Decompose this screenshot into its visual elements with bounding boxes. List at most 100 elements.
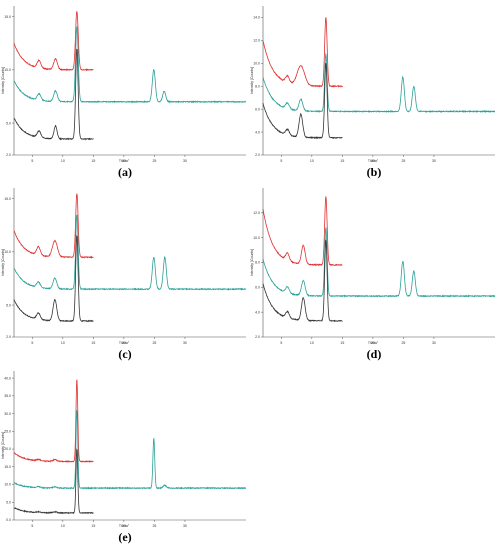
y-axis-label: Intensity [Counts] [1, 67, 5, 94]
y-tick-label: 5.0 [6, 121, 11, 125]
x-tick-label: 15 [91, 159, 95, 163]
x-tick-label: 10 [61, 159, 65, 163]
x-tick-label: 20 [122, 524, 126, 528]
chart-b: 5 10 15 20 25 30 2.0 4.0 6.0 8.0 10.0 12.0 14.0 Theta… [250, 6, 496, 163]
y-tick-label: 35.0 [4, 394, 11, 398]
panel-e: 5 10 15 20 25 30 0.0 5.0 10.0 15.0 20.0 25.0 30.0 35.… [0, 365, 249, 550]
series-line [13, 25, 247, 104]
x-tick-label: 15 [91, 524, 95, 528]
series-line [13, 11, 94, 72]
x-tick-label: 5 [31, 524, 33, 528]
x-tick-label: 10 [61, 341, 65, 345]
series-line [13, 235, 94, 323]
y-tick-label: 10.0 [253, 62, 260, 66]
y-tick-label: 10.0 [4, 483, 11, 487]
x-tick-label: 30 [432, 341, 436, 345]
series-line [262, 196, 343, 267]
y-tick-label: 6.0 [255, 286, 260, 290]
x-tick-label: 10 [61, 524, 65, 528]
y-tick-label: 20.0 [4, 447, 11, 451]
x-tick-label: 30 [183, 341, 187, 345]
chart-c: 5 10 15 20 25 30 2.0 5.0 10.0 15.0 Theta° Intensity… [1, 188, 247, 345]
y-tick-label: 4.0 [255, 130, 260, 134]
y-tick-label: 25.0 [4, 430, 11, 434]
x-tick-label: 30 [183, 159, 187, 163]
y-tick-label: 14.0 [253, 16, 260, 20]
y-tick-label: 2.0 [6, 335, 11, 339]
series-line [262, 63, 343, 140]
x-tick-label: 5 [280, 159, 282, 163]
series-line [262, 52, 496, 114]
y-tick-label: 30.0 [4, 412, 11, 416]
x-tick-label: 25 [401, 159, 405, 163]
y-tick-label: 2.0 [6, 153, 11, 157]
x-tick-label: 20 [371, 341, 375, 345]
y-tick-label: 2.0 [255, 153, 260, 157]
x-tick-label: 15 [91, 341, 95, 345]
x-tick-label: 15 [340, 341, 344, 345]
x-axis-label: Theta° [368, 341, 379, 345]
y-tick-label: 8.0 [255, 84, 260, 88]
panel-d: 5 10 15 20 25 30 2.0 4.0 6.0 8.0 10.0 12.0 Theta° Int… [249, 182, 498, 367]
y-axis-label: Intensity [Counts] [1, 249, 5, 276]
series-line [13, 379, 94, 463]
x-tick-label: 5 [31, 341, 33, 345]
chart-a: 5 10 15 20 25 30 2.0 5.0 10.0 15.0 Theta° Intensity… [1, 6, 247, 163]
series-line [13, 48, 94, 141]
panel-b: 5 10 15 20 25 30 2.0 4.0 6.0 8.0 10.0 12.0 14.0 Theta… [249, 0, 498, 185]
x-axis-label: Theta° [119, 524, 130, 528]
series-line [262, 17, 343, 88]
chart-d: 5 10 15 20 25 30 2.0 4.0 6.0 8.0 10.0 12.0 Theta° Int… [250, 188, 496, 345]
y-tick-label: 4.0 [255, 310, 260, 314]
x-tick-label: 20 [122, 159, 126, 163]
series-line [13, 214, 247, 291]
y-tick-label: 6.0 [255, 107, 260, 111]
x-tick-label: 5 [31, 159, 33, 163]
series-line [13, 409, 247, 490]
panel-c: 5 10 15 20 25 30 2.0 5.0 10.0 15.0 Theta° Intensity… [0, 182, 249, 367]
y-tick-label: 12.0 [253, 39, 260, 43]
caption-c: (c) [118, 347, 132, 361]
caption-a: (a) [118, 165, 132, 179]
y-tick-label: 5.0 [6, 303, 11, 307]
y-axis-label: Intensity [Counts] [250, 67, 254, 94]
y-tick-label: 5.0 [6, 500, 11, 504]
y-tick-label: 15.0 [4, 197, 11, 201]
y-tick-label: 0.0 [6, 518, 11, 522]
x-axis-label: Theta° [119, 159, 130, 163]
x-axis-label: Theta° [119, 341, 130, 345]
x-tick-label: 25 [152, 341, 156, 345]
x-tick-label: 25 [152, 524, 156, 528]
y-tick-label: 40.0 [4, 376, 11, 380]
x-tick-label: 20 [122, 341, 126, 345]
series-line [262, 227, 496, 298]
series-line [13, 448, 94, 515]
caption-b: (b) [366, 165, 382, 179]
x-tick-label: 10 [310, 159, 314, 163]
y-tick-label: 10.0 [4, 250, 11, 254]
y-tick-label: 8.0 [255, 261, 260, 265]
caption-e: (e) [118, 530, 132, 544]
series-line [13, 193, 94, 259]
y-tick-label: 15.0 [4, 465, 11, 469]
x-axis-label: Theta° [368, 159, 379, 163]
series-line [262, 239, 343, 323]
x-tick-label: 15 [340, 159, 344, 163]
caption-d: (d) [366, 347, 382, 361]
y-tick-label: 12.0 [253, 211, 260, 215]
y-tick-label: 10.0 [4, 68, 11, 72]
x-tick-label: 30 [183, 524, 187, 528]
y-tick-label: 10.0 [253, 236, 260, 240]
x-tick-label: 20 [371, 159, 375, 163]
y-axis-label: Intensity [Counts] [250, 249, 254, 276]
x-tick-label: 30 [432, 159, 436, 163]
y-axis-label: Intensity [Counts] [1, 432, 5, 459]
x-tick-label: 5 [280, 341, 282, 345]
x-tick-label: 10 [310, 341, 314, 345]
x-tick-label: 25 [401, 341, 405, 345]
y-tick-label: 15.0 [4, 15, 11, 19]
y-tick-label: 2.0 [255, 335, 260, 339]
x-tick-label: 25 [152, 159, 156, 163]
chart-e: 5 10 15 20 25 30 0.0 5.0 10.0 15.0 20.0 25.0 30.0 35.… [1, 371, 247, 528]
panel-a: 5 10 15 20 25 30 2.0 5.0 10.0 15.0 Theta° Intensity… [0, 0, 249, 185]
